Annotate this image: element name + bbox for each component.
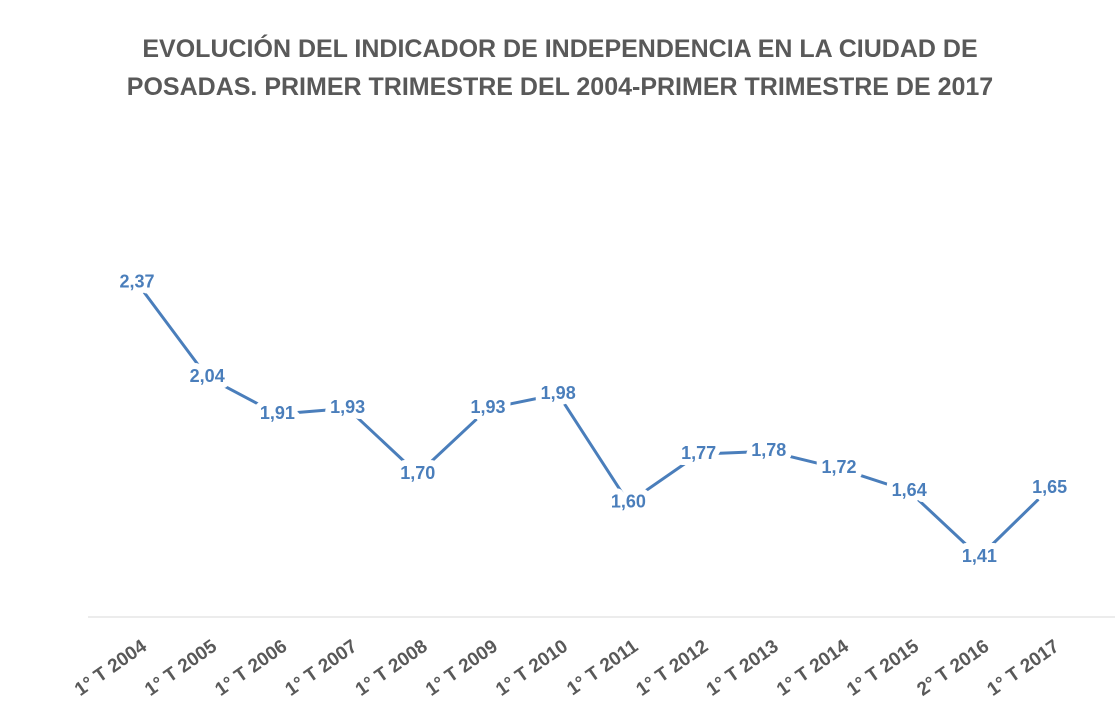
data-label: 1,64 (892, 480, 927, 500)
data-label: 1,93 (470, 397, 505, 417)
data-label: 1,60 (611, 491, 646, 511)
x-tick-label: 1° T 2007 (282, 636, 362, 701)
x-tick-label: 1° T 2011 (563, 636, 642, 700)
data-label: 1,98 (541, 383, 576, 403)
data-label: 1,93 (330, 397, 365, 417)
x-tick-label: 1° T 2009 (422, 636, 502, 701)
data-label: 1,41 (962, 546, 997, 566)
data-label: 1,65 (1032, 477, 1067, 497)
x-tick-label: 1° T 2012 (633, 636, 713, 701)
data-label: 1,78 (751, 440, 786, 460)
data-label: 1,70 (400, 463, 435, 483)
data-label: 1,91 (260, 403, 295, 423)
x-tick-label: 1° T 2014 (773, 636, 853, 701)
x-tick-label: 1° T 2017 (984, 636, 1064, 701)
line (135, 281, 1051, 559)
x-tick-label: 1° T 2010 (492, 636, 572, 701)
x-tick-label: 1° T 2005 (141, 636, 221, 701)
chart-title: EVOLUCIÓN DEL INDICADOR DE INDEPENDENCIA… (126, 35, 994, 101)
x-tick-label: 1° T 2015 (843, 636, 923, 701)
x-tick-label: 1° T 2006 (211, 636, 291, 701)
x-tick-label: 2° T 2016 (913, 636, 993, 701)
x-tick-label: 1° T 2008 (352, 636, 432, 701)
x-tick-label: 1° T 2013 (703, 636, 783, 701)
x-tick-label: 1° T 2004 (71, 636, 151, 701)
data-label: 2,04 (190, 366, 225, 386)
data-label: 2,37 (119, 271, 154, 291)
data-label: 1,77 (681, 443, 716, 463)
data-label: 1,72 (821, 457, 856, 477)
